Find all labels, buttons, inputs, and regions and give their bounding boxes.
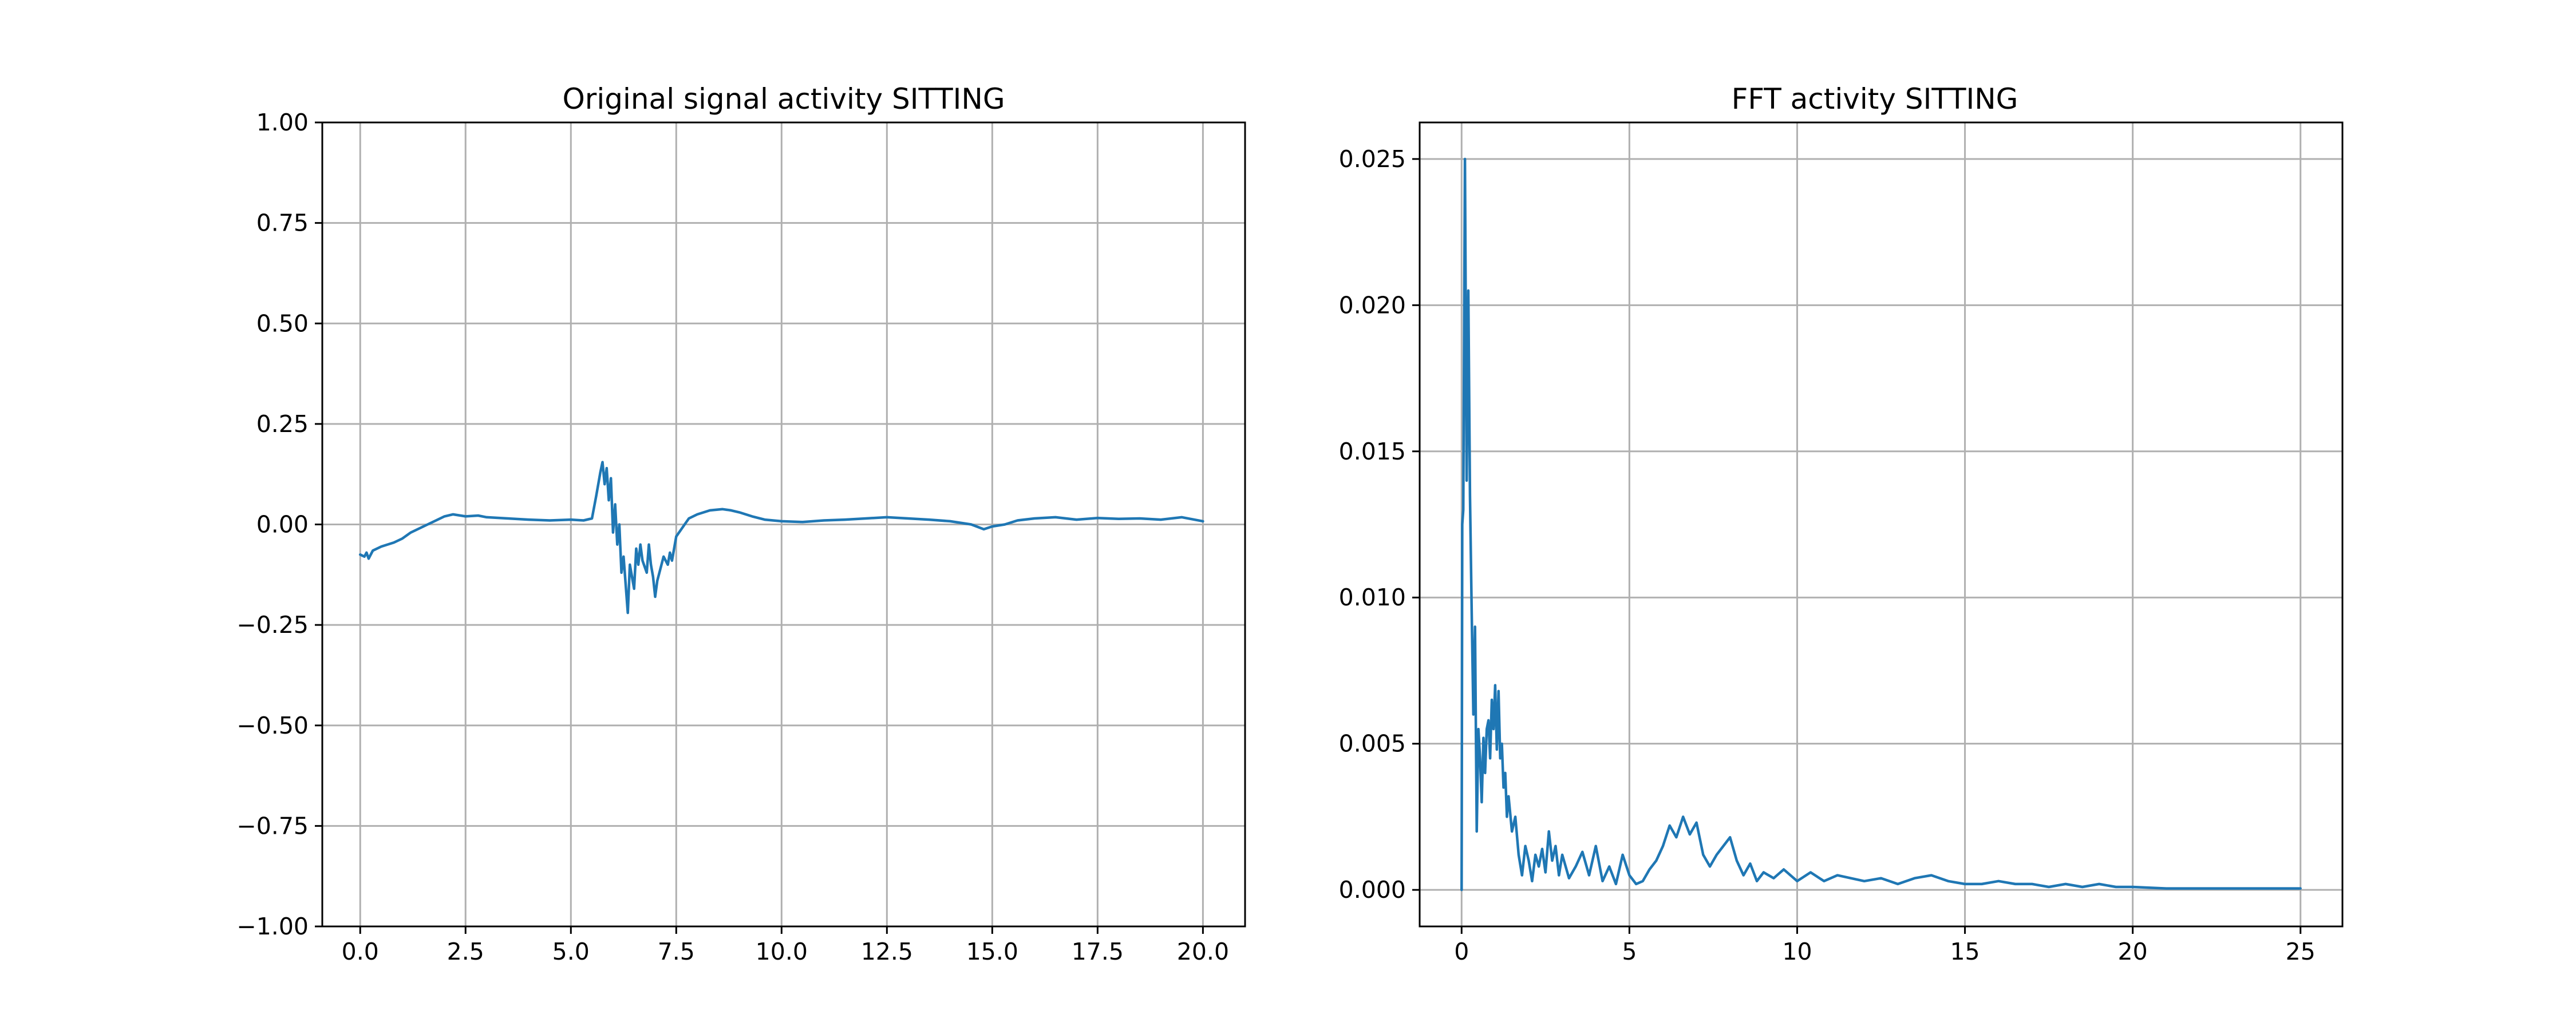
fft-x-tick-label: 10 (1782, 938, 1812, 965)
fft-x-tick-label: 25 (2286, 938, 2316, 965)
signal-y-tick-label: −1.00 (236, 913, 309, 940)
fft-y-tick-label: 0.025 (1339, 145, 1406, 173)
fft-x-tick-label: 0 (1454, 938, 1469, 965)
signal-y-tick-label: 0.75 (256, 209, 309, 237)
fft-x-tick-label: 15 (1950, 938, 1980, 965)
signal-x-tick-label: 17.5 (1072, 938, 1124, 965)
fft-y-tick-label: 0.000 (1339, 876, 1406, 904)
fft-x-tick-label: 5 (1622, 938, 1637, 965)
signal-y-tick-label: 0.25 (256, 410, 309, 438)
signal-x-tick-label: 7.5 (658, 938, 695, 965)
fft-y-tick-label: 0.020 (1339, 291, 1406, 319)
signal-x-tick-label: 0.0 (342, 938, 379, 965)
fft-chart-title: FFT activity SITTING (1732, 82, 2018, 116)
signal-x-tick-label: 20.0 (1177, 938, 1229, 965)
fft-axes-frame (1419, 121, 2344, 928)
fft-chart-panel: FFT activity SITTING 0 5 10 15 20 25 0.000 0.00… (1339, 82, 2344, 965)
signal-y-tick-label: 1.00 (256, 109, 309, 136)
fft-y-tick-label: 0.015 (1339, 438, 1406, 465)
signal-x-tick-label: 15.0 (966, 938, 1018, 965)
signal-y-tick-label: 0.50 (256, 310, 309, 337)
signal-x-tick-label: 10.0 (756, 938, 808, 965)
signal-chart-title: Original signal activity SITTING (562, 82, 1005, 116)
signal-y-tick-label: −0.75 (236, 812, 309, 839)
fft-y-tick-label: 0.005 (1339, 730, 1406, 758)
signal-y-tick-label: 0.00 (256, 511, 309, 538)
signal-x-tick-label: 12.5 (861, 938, 913, 965)
signal-series-line (358, 461, 1204, 615)
signal-chart-panel: Original signal activity SITTING 0.0 2.5 5… (236, 82, 1246, 965)
signal-x-tick-label: 5.0 (552, 938, 590, 965)
signal-y-tick-label: −0.50 (236, 712, 309, 739)
fft-y-tick-label: 0.010 (1339, 584, 1406, 611)
fft-series-line (1460, 157, 2302, 892)
fft-x-tick-label: 20 (2118, 938, 2148, 965)
signal-y-tick-label: −0.25 (236, 611, 309, 639)
signal-x-tick-label: 2.5 (447, 938, 484, 965)
